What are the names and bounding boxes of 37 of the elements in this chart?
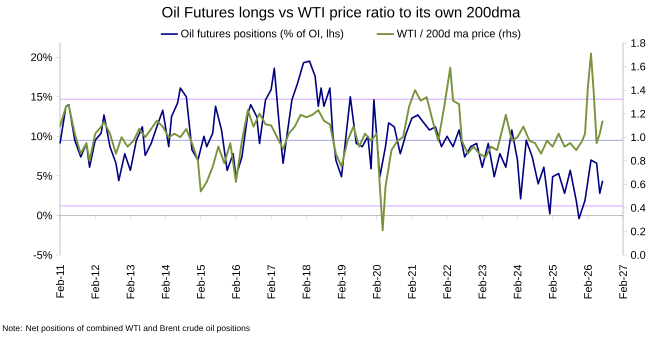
x-tick-label: Feb-21 bbox=[408, 265, 416, 298]
y-tick-label: -5% bbox=[33, 251, 52, 259]
y2-tick-label: 1.4 bbox=[631, 86, 646, 94]
x-tick-label: Feb-23 bbox=[478, 265, 486, 298]
y-tick-label: 10% bbox=[31, 132, 52, 140]
y-tick-label: 0% bbox=[37, 212, 52, 220]
x-tick-label: Feb-25 bbox=[548, 264, 557, 298]
chart-title: Oil Futures longs vs WTI price ratio to its own 200dma bbox=[162, 6, 520, 20]
x-tick-label: Feb-16 bbox=[232, 265, 240, 298]
y2-tick-label: 1.6 bbox=[631, 62, 646, 70]
x-tick-label: Feb-19 bbox=[337, 265, 346, 298]
x-tick-label: Feb-24 bbox=[513, 264, 522, 298]
x-tick-label: Feb-20 bbox=[372, 264, 381, 298]
x-tick-label: Feb-17 bbox=[267, 265, 276, 298]
x-tick-label: Feb-15 bbox=[196, 264, 205, 298]
y2-tick-label: 0.0 bbox=[630, 251, 646, 259]
x-tick-label: Feb-22 bbox=[443, 265, 452, 298]
y-tick-label: 15% bbox=[31, 92, 52, 101]
y2-tick-label: 0.4 bbox=[630, 204, 646, 212]
text: Note: Net positions of combined WTI and Brent crude oil positions bbox=[2, 324, 250, 333]
y2-tick-label: 0.2 bbox=[630, 228, 646, 236]
x-tick-label: Feb-12 bbox=[91, 265, 100, 298]
x-tick-label: Feb-27 bbox=[618, 265, 628, 298]
x-tick-label: Feb-11 bbox=[56, 265, 64, 298]
y-tick-label: 20% bbox=[31, 53, 52, 62]
x-tick-label: Feb-18 bbox=[302, 265, 310, 298]
y2-tick-label: 1.8 bbox=[631, 39, 646, 47]
y2-tick-label: 0.6 bbox=[630, 180, 646, 188]
y-tick-label: 5% bbox=[37, 172, 52, 180]
y2-tick-label: 0.8 bbox=[630, 156, 646, 165]
legend-label: Oil futures positions (% of OI, lhs) bbox=[181, 29, 344, 40]
x-tick-label: Feb-14 bbox=[162, 264, 170, 298]
x-tick-label: Feb-26 bbox=[584, 265, 592, 298]
y2-tick-label: 1.2 bbox=[631, 110, 646, 118]
x-tick-label: Feb-13 bbox=[126, 265, 134, 298]
y2-tick-label: 1.0 bbox=[631, 133, 646, 142]
legend-label: WTI / 200d ma price (rhs) bbox=[396, 29, 520, 40]
